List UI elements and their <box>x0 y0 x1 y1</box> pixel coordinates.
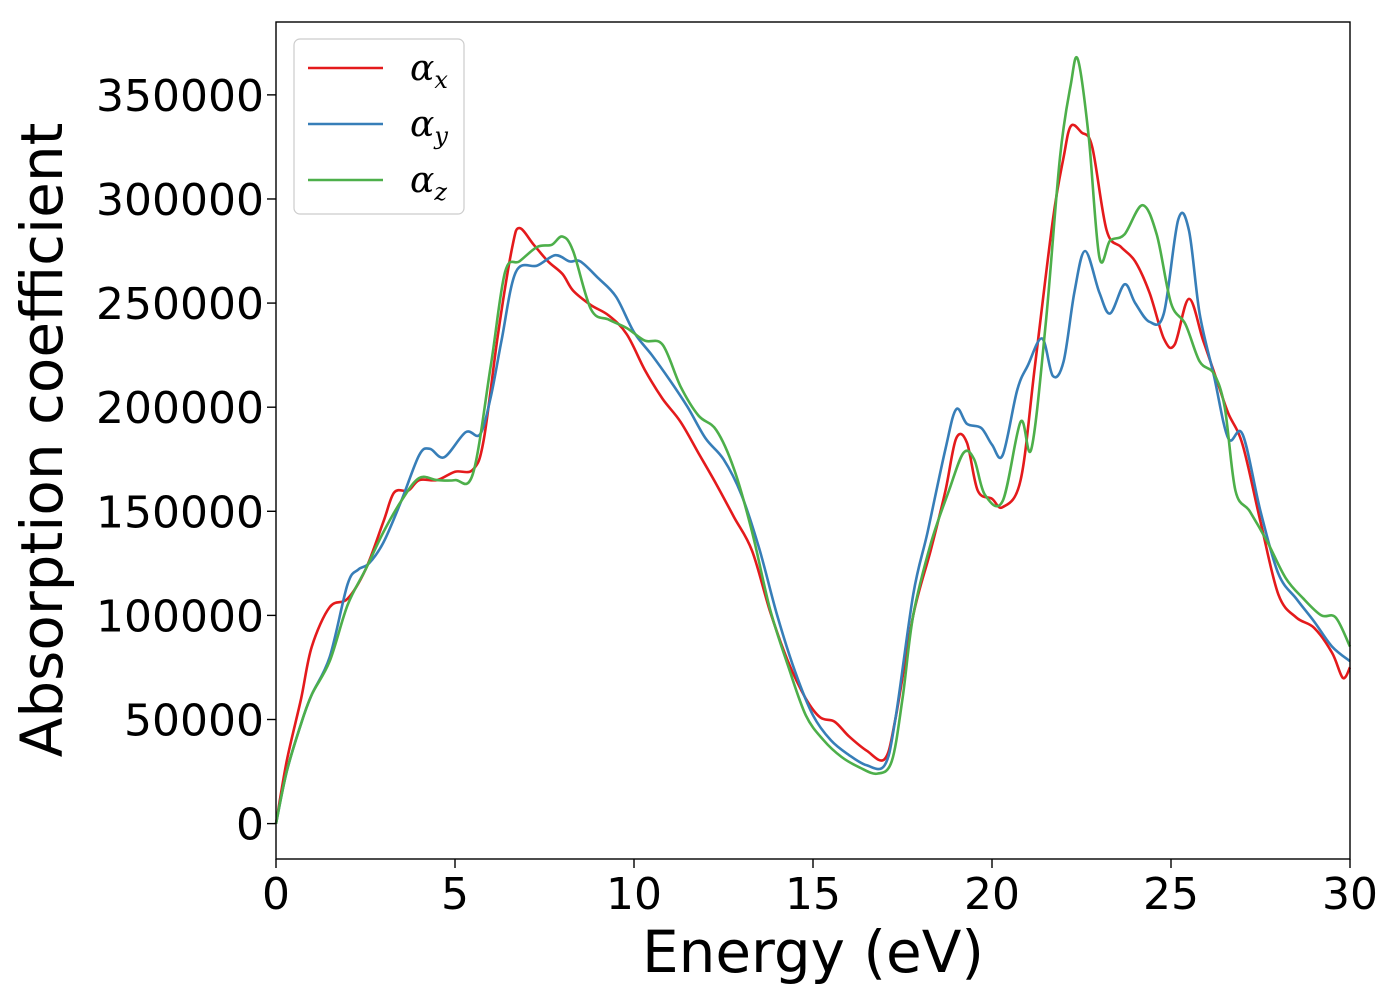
x-tick-label: 5 <box>441 869 469 920</box>
x-tick-label: 30 <box>1322 869 1378 920</box>
y-tick-label: 350000 <box>96 71 264 122</box>
series-line-x <box>274 123 1352 824</box>
x-axis-ticks: 0 5 10 15 20 25 30 <box>262 859 1378 920</box>
y-tick-label: 0 <box>236 800 264 851</box>
y-axis-ticks: 0 50000 100000 150000 200000 250000 300000 3500… <box>96 71 276 851</box>
x-axis-label: Energy (eV) <box>642 918 984 986</box>
legend-label-y: αy <box>410 104 448 150</box>
x-tick-label: 10 <box>606 869 662 920</box>
legend-label-x: αx <box>410 48 448 94</box>
legend-label-z: αz <box>410 160 447 206</box>
y-tick-label: 250000 <box>96 279 264 330</box>
x-tick-label: 0 <box>262 869 290 920</box>
x-tick-label: 20 <box>964 869 1020 920</box>
legend-box <box>293 38 465 215</box>
y-tick-label: 200000 <box>96 383 264 434</box>
y-axis-label: Absorption coefficient <box>8 123 76 758</box>
series-line-z <box>274 56 1352 824</box>
series-lines <box>274 56 1352 824</box>
x-tick-label: 25 <box>1143 869 1199 920</box>
y-tick-label: 50000 <box>124 696 264 747</box>
series-line-y <box>274 211 1351 824</box>
legend: αx αy αz <box>293 38 465 215</box>
y-tick-label: 300000 <box>96 175 264 226</box>
y-tick-label: 150000 <box>96 487 264 538</box>
x-tick-label: 15 <box>785 869 841 920</box>
y-tick-label: 100000 <box>96 591 264 642</box>
